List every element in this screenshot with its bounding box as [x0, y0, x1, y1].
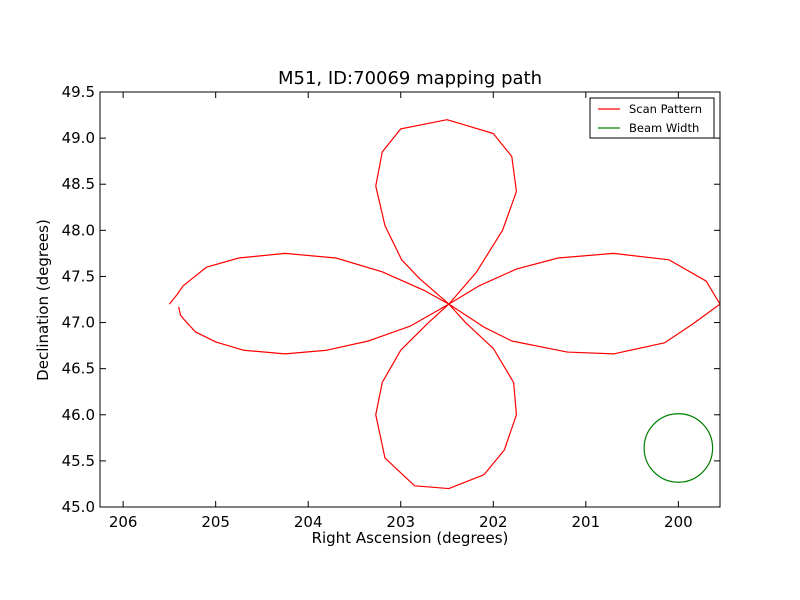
axes-frame	[99, 91, 721, 508]
plot-area: 206 205 204 203 202 201 200 45.0 45.5 46.0 46.5 47.…	[62, 83, 721, 531]
y-tick-label: 48.0	[62, 221, 95, 239]
x-axis-label: Right Ascension (degrees)	[312, 529, 509, 547]
beam-width-circle	[643, 413, 714, 483]
legend-label: Beam Width	[629, 121, 699, 135]
y-tick-label: 46.5	[62, 360, 95, 378]
legend-label: Scan Pattern	[629, 102, 702, 116]
y-tick-label: 47.5	[62, 267, 95, 285]
y-tick-label: 49.0	[62, 129, 95, 147]
y-tick-label: 45.5	[62, 452, 95, 470]
chart-title: M51, ID:70069 mapping path	[278, 68, 542, 89]
y-tick-label: 48.5	[62, 175, 95, 193]
y-axis-label: Declination (degrees)	[34, 219, 52, 381]
x-tick-label: 206	[109, 513, 138, 531]
data-layer	[168, 119, 720, 490]
legend-box	[589, 97, 715, 139]
y-tick-label: 46.0	[62, 406, 95, 424]
y-tick-label: 45.0	[62, 498, 95, 516]
x-tick-label: 202	[479, 513, 508, 531]
x-tick-label: 200	[664, 513, 693, 531]
legend: Scan Pattern Beam Width	[589, 97, 715, 139]
scan-pattern-line	[168, 119, 720, 490]
x-tick-label: 201	[572, 513, 601, 531]
x-tick-label: 203	[386, 513, 415, 531]
y-tick-label: 47.0	[62, 314, 95, 332]
x-tick-label: 204	[294, 513, 323, 531]
x-tick-label: 205	[201, 513, 230, 531]
y-tick-label: 49.5	[62, 83, 95, 101]
